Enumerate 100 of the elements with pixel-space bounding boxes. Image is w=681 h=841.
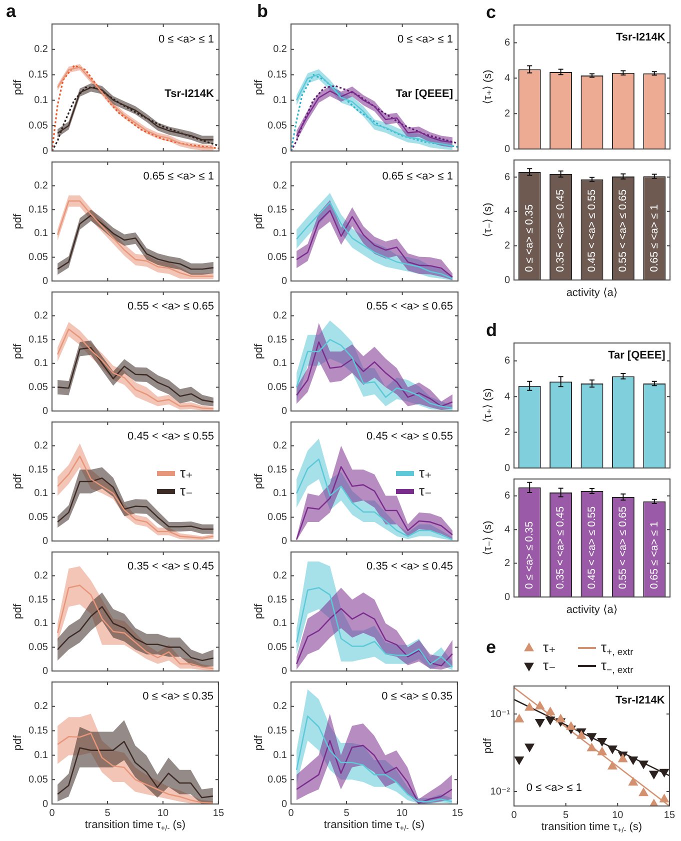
- y-tick-label: 6: [504, 37, 510, 48]
- x-tick-label: 0: [49, 808, 56, 819]
- y-axis-title: pdf: [253, 212, 266, 230]
- y-tick-label: 0.2: [273, 440, 288, 452]
- y-tick-label: 0.1: [273, 488, 288, 500]
- y-axis-title: pdf: [12, 734, 24, 751]
- legend-label: τ₊: [180, 464, 193, 480]
- x-tick-label: 10: [612, 810, 624, 821]
- y-tick-label: 0: [42, 798, 48, 810]
- y-tick-label: 0.15: [268, 204, 288, 216]
- y-tick-label: 0.2: [273, 570, 288, 582]
- legend-label: τ₋: [180, 482, 193, 498]
- annotation: Tar [QEEE]: [396, 88, 454, 100]
- y-tick-label: 0: [281, 666, 288, 677]
- x-tick-label: 0: [288, 808, 294, 819]
- y-tick-label: 0: [42, 406, 48, 417]
- x-tick-label: 0.65 ≤ <a> ≤ 1: [648, 521, 660, 589]
- y-axis-title: ⟨τ₋⟩ (s): [482, 520, 494, 556]
- annotation: Tsr-I214K: [616, 31, 666, 44]
- y-tick-label: 0.1: [34, 94, 48, 106]
- y-axis-title: pdf: [482, 737, 494, 754]
- y-tick-label: 0.15: [28, 70, 48, 81]
- annotation: 0 ≤ <a> ≤ 0.35: [142, 690, 214, 703]
- y-tick-label: 0: [504, 274, 510, 286]
- y-tick-label: 6: [504, 172, 510, 183]
- y-tick-label: 0.1: [273, 750, 288, 761]
- y-tick-label: 0.15: [28, 204, 48, 216]
- y-tick-label: 0.05: [268, 774, 288, 786]
- y-tick-label: 0: [504, 462, 510, 474]
- chart-title: a: [6, 0, 17, 21]
- y-tick-label: 0.2: [34, 440, 48, 452]
- y-tick-label: 0.15: [28, 726, 48, 737]
- y-tick-label: 0.05: [268, 512, 288, 523]
- y-tick-label: 0.15: [28, 594, 48, 606]
- y-tick-label: 0.1: [34, 358, 48, 370]
- x-tick-label: 15: [452, 808, 464, 819]
- y-tick-label: 6: [504, 490, 510, 502]
- annotation: 0 ≤ <a> ≤ 1: [526, 782, 582, 794]
- y-tick-label: 0.05: [28, 774, 48, 786]
- x-tick-label: 0 ≤ <a> ≤ 0.35: [523, 204, 536, 272]
- chart-title: d: [486, 320, 497, 340]
- y-tick-label: 0.05: [28, 252, 48, 263]
- y-tick-label: 4: [504, 72, 510, 84]
- y-axis-title: ⟨τ₊⟩ (s): [482, 388, 494, 423]
- x-tick-label: 0.35 < <a> ≤ 0.45: [554, 189, 567, 272]
- annotation: Tsr-I214K: [615, 694, 665, 706]
- y-tick-label: 0.05: [28, 512, 48, 523]
- y-tick-label: 0.05: [28, 382, 48, 393]
- y-tick-label: 0.15: [268, 70, 288, 81]
- x-axis-title: activity ⟨a⟩: [566, 604, 618, 616]
- x-tick-label: 0.55 < <a> ≤ 0.65: [617, 189, 630, 272]
- y-tick-label: 0: [42, 276, 48, 287]
- y-tick-label: 0.2: [34, 570, 48, 582]
- y-tick-label: 0.05: [268, 642, 288, 653]
- legend-label: τ₋: [543, 656, 556, 673]
- y-tick-label: 0.1: [34, 228, 48, 240]
- x-tick-label: 10: [157, 808, 169, 819]
- x-tick-label: 5: [563, 810, 570, 821]
- y-tick-label: 2: [504, 240, 510, 252]
- x-tick-label: 5: [104, 808, 111, 819]
- y-tick-label: 0.2: [34, 180, 48, 192]
- annotation: 0.45 < <a> ≤ 0.55: [366, 430, 454, 442]
- y-tick-label: 0: [281, 798, 288, 810]
- x-tick-label: 0 ≤ <a> ≤ 0.35: [523, 521, 536, 589]
- y-axis-title: ⟨τ₋⟩ (s): [482, 202, 494, 238]
- y-tick-label: 10⁻²: [490, 786, 511, 798]
- y-tick-label: 0.2: [273, 180, 288, 192]
- y-tick-label: 4: [504, 524, 510, 536]
- y-tick-label: 0.05: [28, 120, 48, 132]
- y-axis-title: pdf: [12, 472, 24, 490]
- y-tick-label: 0: [42, 666, 48, 677]
- y-tick-label: 4: [504, 206, 510, 218]
- x-tick-label: 15: [212, 808, 224, 819]
- y-tick-label: 0.1: [273, 618, 288, 630]
- y-tick-label: 0: [42, 146, 48, 157]
- x-axis-title: activity ⟨a⟩: [566, 287, 618, 300]
- y-tick-label: 0.2: [273, 701, 288, 712]
- legend-label: τ₊: [543, 638, 556, 655]
- y-tick-label: 0.2: [34, 44, 48, 56]
- y-tick-label: 0.05: [268, 120, 288, 132]
- annotation: 0.65 ≤ <a> ≤ 1: [382, 170, 453, 182]
- x-tick-label: 0.45 < <a> ≤ 0.55: [586, 506, 598, 589]
- x-tick-label: 0.55 < <a> ≤ 0.65: [617, 506, 630, 589]
- y-tick-label: 2: [504, 558, 510, 570]
- chart-title: c: [486, 2, 496, 22]
- y-tick-label: 0.15: [268, 464, 288, 476]
- y-tick-label: 4: [504, 391, 510, 402]
- y-axis-title: pdf: [12, 212, 24, 230]
- y-tick-label: 0.2: [273, 44, 288, 56]
- x-tick-label: 0.45 < <a> ≤ 0.55: [586, 189, 598, 272]
- y-tick-label: 0.1: [34, 488, 48, 500]
- y-tick-label: 0: [504, 592, 510, 603]
- y-axis-title: ⟨τ₊⟩ (s): [482, 70, 494, 104]
- y-tick-label: 0.1: [273, 358, 288, 370]
- y-tick-label: 10⁻¹: [490, 708, 511, 720]
- y-tick-label: 0.15: [28, 464, 48, 476]
- y-tick-label: 0: [504, 144, 510, 155]
- y-tick-label: 0.15: [268, 726, 288, 737]
- y-axis-title: pdf: [253, 78, 266, 96]
- y-axis-title: pdf: [12, 602, 24, 620]
